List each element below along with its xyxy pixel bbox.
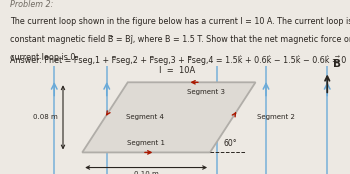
Text: Answer: F⃗net = F⃗seg,1 + F⃗seg,2 + F⃗seg,3 + F⃗seg,4 = 1.5k̂ + 0.6k̂ − 1.5k̂ − : Answer: F⃗net = F⃗seg,1 + F⃗seg,2 + F⃗se… [10, 55, 347, 65]
Text: 60°: 60° [224, 139, 238, 148]
Text: Segment 1: Segment 1 [127, 140, 165, 146]
Text: Segment 3: Segment 3 [187, 89, 225, 95]
Text: 0.08 m: 0.08 m [33, 114, 58, 120]
Polygon shape [82, 82, 256, 152]
Text: I  =  10A: I = 10A [160, 66, 196, 75]
Text: Problem 2:: Problem 2: [10, 0, 54, 9]
Text: constant magnetic field B⃗ = Bĵ, where B = 1.5 T. Show that the net magnetic for: constant magnetic field B⃗ = Bĵ, where B… [10, 35, 350, 44]
Text: The current loop shown in the figure below has a current I = 10 A. The current l: The current loop shown in the figure bel… [10, 17, 350, 26]
Text: current loop is 0.: current loop is 0. [10, 53, 78, 62]
Text: Segment 4: Segment 4 [126, 114, 164, 120]
Text: $\vec{\mathbf{B}}$: $\vec{\mathbf{B}}$ [332, 55, 342, 70]
Text: 0.10 m: 0.10 m [134, 171, 159, 174]
Text: Segment 2: Segment 2 [257, 114, 295, 120]
